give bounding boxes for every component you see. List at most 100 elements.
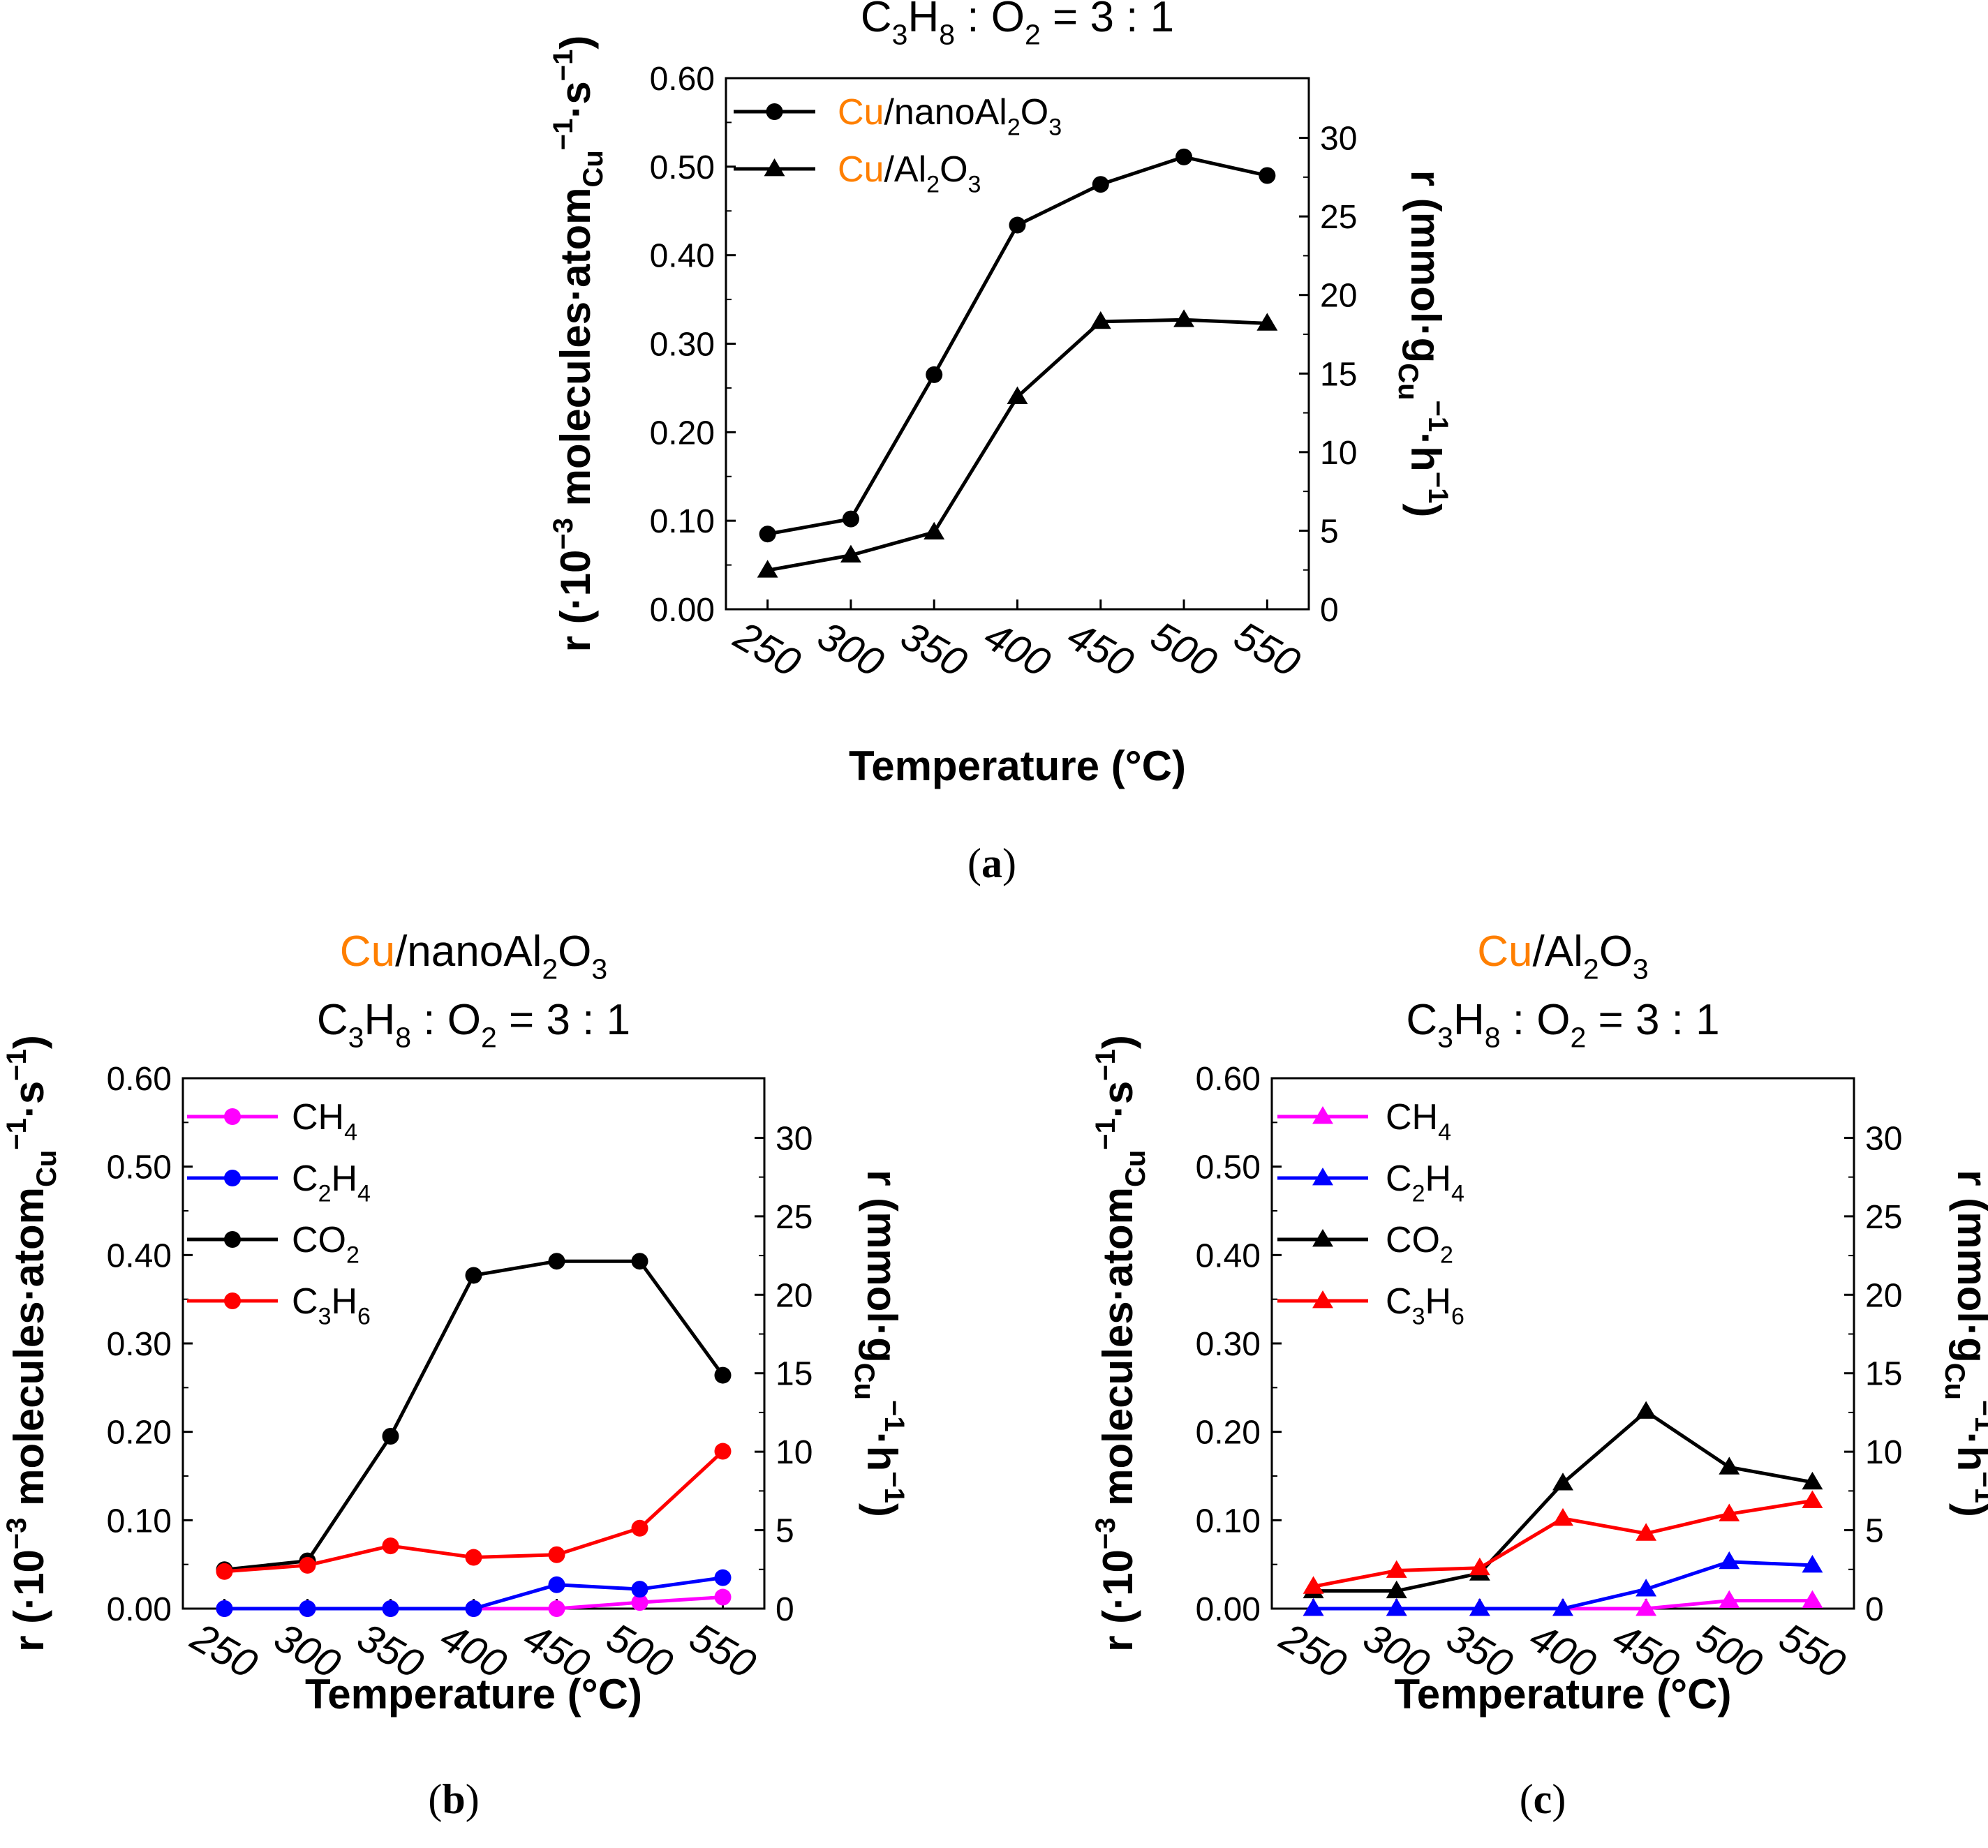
data-point [1552, 1507, 1573, 1526]
y-tick-label: 0.40 [650, 238, 715, 275]
data-point [757, 560, 778, 578]
y2-tick-label: 10 [1320, 435, 1357, 472]
series-c-C2H4 [1303, 1551, 1823, 1616]
legend-marker [224, 1231, 241, 1248]
y2-tick-label: 15 [1320, 356, 1357, 393]
x-tick-label: 250 [726, 613, 808, 686]
panel-a: C3H8 : O2 = 3 : 1 0.00 0.10 0.20 0.30 0.40 0.5… [548, 0, 1453, 886]
y-tick-label: 0.20 [107, 1415, 172, 1452]
data-point [631, 1581, 648, 1598]
data-point [1303, 1576, 1324, 1594]
y2-tick-label: 5 [1320, 513, 1339, 550]
legend-label: C3H6 [1386, 1281, 1464, 1330]
data-point [382, 1537, 399, 1555]
data-point [1386, 1560, 1407, 1578]
y2-tick-label: 20 [1865, 1277, 1902, 1314]
legend-label: CO2 [1386, 1220, 1453, 1269]
y2-tick-label: 25 [1865, 1199, 1902, 1236]
y-tick-label: 0.50 [107, 1149, 172, 1186]
data-point [1802, 1490, 1823, 1508]
data-point [465, 1267, 482, 1284]
legend-label: Cu/nanoAl2O3 [838, 92, 1062, 141]
legend-marker [1312, 1290, 1333, 1309]
y-tick-label: 0.30 [1196, 1326, 1261, 1363]
data-point [548, 1600, 565, 1617]
panel-caption-a: (a) [967, 840, 1016, 886]
y-tick-label: 0.00 [107, 1591, 172, 1628]
data-point [1386, 1598, 1407, 1616]
legend-label: C3H6 [292, 1281, 371, 1330]
legend-c: CH4 C2H4 CO2 C3H6 [1277, 1097, 1464, 1330]
y2-tick-label: 10 [776, 1434, 813, 1471]
y2-tick-label: 5 [776, 1513, 794, 1550]
y2-tick-label: 15 [776, 1356, 813, 1393]
data-point [926, 366, 943, 383]
series-c-CO2 [1303, 1401, 1823, 1599]
y2-tick-label: 30 [776, 1120, 813, 1157]
data-point [923, 521, 945, 540]
y2-tick-label: 20 [776, 1277, 813, 1314]
x-tick-label: 300 [810, 613, 891, 686]
data-point [1256, 313, 1278, 331]
x-tick-label: 350 [893, 613, 974, 686]
legend-label: CH4 [292, 1097, 357, 1146]
data-point [1092, 176, 1109, 193]
y-tick-label: 0.50 [1196, 1149, 1261, 1186]
y-tick-label: 0.50 [650, 149, 715, 186]
y2-tick-label: 0 [776, 1591, 794, 1628]
y2-axis-title-c: r (mmol·gCu−1·h−1) [1939, 1170, 1988, 1517]
legend-marker [224, 1170, 241, 1186]
data-point [548, 1576, 565, 1593]
data-point [1469, 1557, 1490, 1576]
x-axis-title-b: Temperature (°C) [305, 1671, 642, 1717]
series-a-Cu/Al2O3 [757, 309, 1278, 578]
data-point [216, 1600, 233, 1617]
data-point [1635, 1579, 1657, 1597]
y-tick-label: 0.10 [650, 503, 715, 540]
data-point [1635, 1523, 1657, 1541]
data-point [1635, 1598, 1657, 1616]
chart-title-b: Cu/nanoAl2O3 [340, 927, 607, 985]
chart-title-a: C3H8 : O2 = 3 : 1 [861, 0, 1174, 51]
data-point [1635, 1401, 1657, 1419]
y-tick-label: 0.60 [107, 1061, 172, 1098]
data-point [714, 1443, 732, 1460]
y2-tick-label: 25 [1320, 199, 1357, 236]
y-axis-title-b: r (·10−3 molecules·atomCu−1·s−1) [1, 1035, 62, 1652]
data-point [299, 1556, 316, 1574]
data-point [842, 510, 859, 528]
y2-tick-label: 10 [1865, 1434, 1902, 1471]
legend-label: CH4 [1386, 1097, 1451, 1146]
series-b-C3H6 [216, 1443, 732, 1580]
data-point [1719, 1456, 1740, 1475]
legend-label: Cu/Al2O3 [838, 149, 981, 198]
x-tick-label: 550 [1772, 1614, 1853, 1687]
y-tick-label: 0.60 [1196, 1061, 1261, 1098]
x-tick-label: 400 [977, 613, 1058, 686]
data-point [382, 1428, 399, 1445]
x-tick-label: 250 [1272, 1614, 1353, 1687]
data-point [714, 1588, 732, 1606]
x-axis-title-a: Temperature (°C) [849, 743, 1186, 789]
y2-tick-label: 30 [1865, 1120, 1902, 1157]
data-point [1802, 1471, 1823, 1490]
data-point [1090, 311, 1111, 329]
series-c-C3H6 [1303, 1490, 1823, 1594]
y2-tick-label: 0 [1865, 1591, 1884, 1628]
y-tick-label: 0.00 [650, 592, 715, 629]
data-point [714, 1569, 732, 1586]
data-point [1552, 1473, 1573, 1491]
legend-label: C2H4 [292, 1158, 371, 1207]
x-tick-label: 250 [183, 1614, 265, 1687]
y-tick-label: 0.30 [107, 1326, 172, 1363]
y-axis-title-a: r (·10−3 molecules·atomCu−1·s−1) [548, 36, 609, 653]
data-point [299, 1600, 316, 1617]
data-point [631, 1253, 648, 1270]
legend-marker [766, 103, 783, 120]
plot-frame-b [181, 1077, 766, 1610]
data-point [382, 1600, 399, 1617]
data-point [1552, 1598, 1573, 1616]
panel-c: Cu/Al2O3 C3H8 : O2 = 3 : 1 0.00 0.10 0.20 0.3… [1090, 927, 1988, 1822]
chart-subtitle-b: C3H8 : O2 = 3 : 1 [317, 996, 630, 1054]
